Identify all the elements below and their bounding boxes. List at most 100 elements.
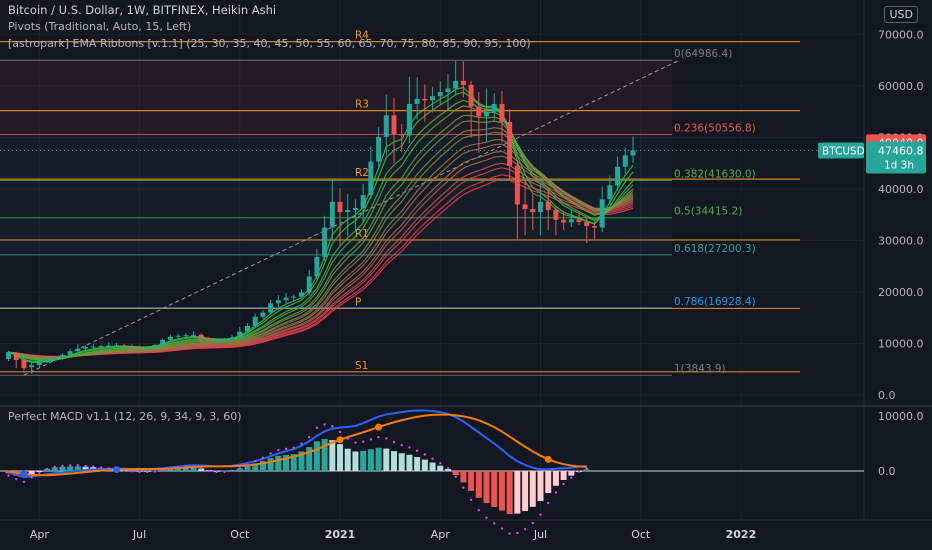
oscillator-dot [523, 528, 527, 531]
candle-body [453, 80, 459, 89]
oscillator-dot [153, 470, 157, 473]
oscillator-dot [99, 466, 103, 469]
candle-body [568, 219, 574, 223]
pivot-label: R1 [355, 228, 369, 240]
macd-histogram-bar [283, 455, 290, 471]
candle-body [630, 150, 636, 156]
oscillator-dot [207, 469, 211, 473]
macd-histogram-bar [175, 467, 182, 471]
candle-body [59, 354, 65, 358]
oscillator-dot [76, 464, 80, 467]
candle-body [29, 365, 35, 368]
ema-ribbon-line [8, 114, 634, 360]
oscillator-dot [176, 465, 180, 469]
pivot-label: R3 [355, 99, 369, 111]
candle-body [445, 88, 451, 93]
macd-histogram-bar [468, 471, 475, 491]
oscillator-dot [45, 467, 49, 471]
price-pane[interactable]: R4 R3 R2 R1 P S1 0(64986.4) 0.236(50556.8) 0.382… [0, 30, 864, 376]
macd-histogram-bar [360, 450, 367, 471]
candle-body [298, 292, 304, 297]
candle-body [160, 339, 166, 346]
candle-body [175, 335, 181, 337]
macd-histogram-bar [514, 471, 521, 514]
oscillator-dot [500, 527, 504, 530]
macd-histogram-bar [375, 447, 382, 471]
macd-histogram-bar [537, 471, 544, 502]
macd-histogram-bar [583, 469, 590, 471]
ema-ribbon-line [8, 86, 634, 364]
fib-level-label: 0.5(34415.2) [674, 206, 742, 218]
oscillator-dot [138, 470, 141, 473]
candle-body [537, 201, 543, 213]
oscillator-dot [246, 463, 249, 466]
candle-body [167, 336, 173, 340]
ema-ribbons-legend[interactable]: [astropark] EMA Ribbons [v.1.1] (25, 30,… [8, 37, 531, 50]
price-axis[interactable]: 70000.060000.050000.040000.030000.020000… [818, 28, 926, 478]
macd-histogram-bar [344, 448, 351, 471]
candle-body [591, 226, 597, 228]
macd-histogram-bar [313, 441, 320, 471]
oscillator-dot [323, 423, 326, 426]
candle-body [460, 80, 466, 85]
oscillator-dot [184, 465, 188, 468]
oscillator-dot [161, 468, 164, 472]
candle-body [221, 339, 227, 341]
macd-pane[interactable] [0, 409, 864, 535]
oscillator-dot [15, 477, 18, 481]
oscillator-dot [238, 467, 241, 470]
macd-histogram-bar [198, 468, 205, 471]
candle-body [576, 219, 582, 222]
candle-body [83, 347, 89, 349]
signal-line [8, 413, 587, 477]
ema-ribbon-line [8, 91, 634, 363]
candle-body [553, 210, 559, 220]
oscillator-dot [392, 440, 396, 444]
oscillator-dot [361, 440, 365, 443]
oscillator-dot [369, 438, 373, 441]
price-tick-label: 70000.0 [878, 28, 924, 41]
time-tick-label: Oct [230, 528, 250, 541]
macd-histogram-bar [437, 465, 444, 471]
candle-body [291, 296, 297, 298]
oscillator-dot [462, 486, 465, 489]
candle-body [383, 115, 389, 137]
candle-body [514, 165, 520, 205]
fib-level-label: 1(3843.9) [674, 363, 726, 375]
candle-body [44, 359, 50, 363]
candle-body [406, 103, 412, 136]
oscillator-dot [439, 462, 442, 465]
oscillator-dot [454, 475, 457, 479]
oscillator-dot [68, 464, 72, 467]
candle-body [530, 209, 536, 213]
macd-histogram-bar [306, 447, 313, 471]
macd-histogram-bar [475, 471, 482, 498]
macd-cross-dot [544, 455, 552, 463]
oscillator-dot [338, 430, 342, 434]
candle-body [352, 208, 358, 211]
time-tick-label: Jul [533, 528, 547, 541]
macd-histogram-bar [329, 440, 336, 471]
candle-body [198, 334, 204, 339]
oscillator-dot [130, 470, 134, 473]
oscillator-dot [446, 466, 450, 470]
macd-histogram-bar [321, 439, 328, 471]
oscillator-dot [146, 470, 149, 474]
candle-body [584, 221, 590, 227]
time-axis[interactable]: Apr Jul Oct 2021 Apr Jul Oct 2022 [30, 528, 756, 541]
pivots-legend[interactable]: Pivots (Traditional, Auto, 15, Left) [8, 20, 192, 33]
oscillator-dot [30, 476, 33, 479]
candle-body [75, 348, 81, 352]
candle-body [152, 345, 158, 348]
candle-body [599, 199, 605, 228]
candle-body [52, 357, 58, 360]
pivot-label: S1 [355, 360, 368, 372]
candle-body [36, 362, 42, 366]
macd-histogram-bar [421, 459, 428, 471]
macd-legend[interactable]: Perfect MACD v1.1 (12, 26, 9, 34, 9, 3, … [8, 410, 242, 423]
oscillator-dot [307, 436, 311, 439]
macd-histogram-bar [252, 463, 259, 471]
currency-badge[interactable]: USD [884, 6, 918, 23]
